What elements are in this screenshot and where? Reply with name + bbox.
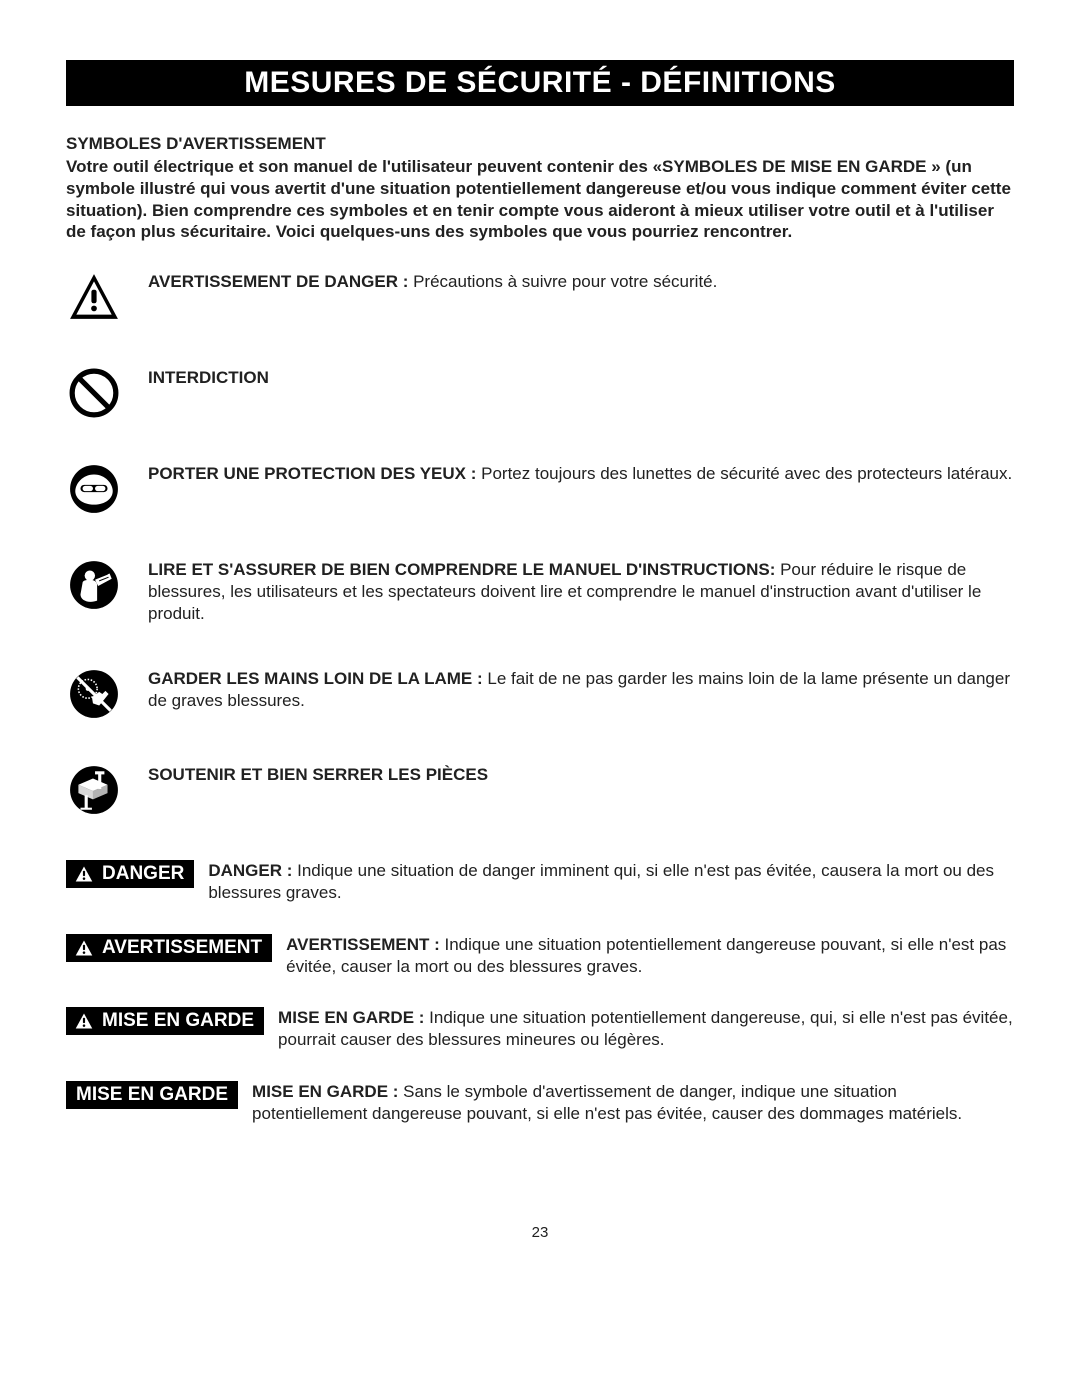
symbol-lead: GARDER LES MAINS LOIN DE LA LAME : — [148, 669, 483, 688]
symbol-lead: LIRE ET S'ASSURER DE BIEN COMPRENDRE LE … — [148, 560, 775, 579]
read-manual-icon — [66, 559, 122, 611]
warning-triangle-small-icon — [74, 865, 94, 883]
badge-label: AVERTISSEMENT — [102, 937, 262, 959]
symbol-row-eye-protection: PORTER UNE PROTECTION DES YEUX : Portez … — [66, 463, 1014, 515]
warning-triangle-small-icon — [74, 1012, 94, 1030]
callout-row-caution-icon: MISE EN GARDE MISE EN GARDE : Indique un… — [66, 1007, 1014, 1051]
callout-lead: DANGER : — [208, 861, 292, 880]
badge-label: DANGER — [102, 863, 184, 885]
callout-row-caution-noicon: MISE EN GARDE MISE EN GARDE : Sans le sy… — [66, 1081, 1014, 1125]
symbol-text: SOUTENIR ET BIEN SERRER LES PIÈCES — [148, 764, 488, 786]
callout-text: DANGER : Indique une situation de danger… — [208, 860, 1014, 904]
symbol-lead: PORTER UNE PROTECTION DES YEUX : — [148, 464, 476, 483]
symbol-text: INTERDICTION — [148, 367, 269, 389]
symbol-row-read-manual: LIRE ET S'ASSURER DE BIEN COMPRENDRE LE … — [66, 559, 1014, 624]
symbol-lead: AVERTISSEMENT DE DANGER : — [148, 272, 408, 291]
callout-body: Indique une situation de danger imminent… — [208, 861, 994, 902]
callout-text: MISE EN GARDE : Indique une situation po… — [278, 1007, 1014, 1051]
symbol-lead: INTERDICTION — [148, 368, 269, 387]
callout-row-danger: DANGER DANGER : Indique une situation de… — [66, 860, 1014, 904]
symbol-row-hands-away: GARDER LES MAINS LOIN DE LA LAME : Le fa… — [66, 668, 1014, 720]
symbol-body: Précautions à suivre pour votre sécurité… — [408, 272, 717, 291]
symbol-text: GARDER LES MAINS LOIN DE LA LAME : Le fa… — [148, 668, 1014, 712]
intro-body: Votre outil électrique et son manuel de … — [66, 156, 1014, 243]
symbol-text: LIRE ET S'ASSURER DE BIEN COMPRENDRE LE … — [148, 559, 1014, 624]
callout-lead: AVERTISSEMENT : — [286, 935, 440, 954]
page-number: 23 — [66, 1224, 1014, 1241]
callout-row-warning: AVERTISSEMENT AVERTISSEMENT : Indique un… — [66, 934, 1014, 978]
intro-block: SYMBOLES D'AVERTISSEMENT Votre outil éle… — [66, 134, 1014, 243]
page-title-bar: MESURES DE SÉCURITÉ - DÉFINITIONS — [66, 60, 1014, 106]
caution-badge: MISE EN GARDE — [66, 1007, 264, 1035]
symbol-row-danger-warning: AVERTISSEMENT DE DANGER : Précautions à … — [66, 271, 1014, 323]
symbol-body: Portez toujours des lunettes de sécurité… — [476, 464, 1012, 483]
intro-heading: SYMBOLES D'AVERTISSEMENT — [66, 134, 1014, 154]
eye-protection-icon — [66, 463, 122, 515]
warning-badge: AVERTISSEMENT — [66, 934, 272, 962]
callout-text: AVERTISSEMENT : Indique une situation po… — [286, 934, 1014, 978]
hands-away-blade-icon — [66, 668, 122, 720]
caution-badge-noicon: MISE EN GARDE — [66, 1081, 238, 1109]
prohibition-icon — [66, 367, 122, 419]
callout-lead: MISE EN GARDE : — [252, 1082, 398, 1101]
symbol-text: AVERTISSEMENT DE DANGER : Précautions à … — [148, 271, 717, 293]
symbol-text: PORTER UNE PROTECTION DES YEUX : Portez … — [148, 463, 1012, 485]
danger-badge: DANGER — [66, 860, 194, 888]
symbol-row-prohibition: INTERDICTION — [66, 367, 1014, 419]
symbol-lead: SOUTENIR ET BIEN SERRER LES PIÈCES — [148, 765, 488, 784]
callout-lead: MISE EN GARDE : — [278, 1008, 424, 1027]
clamp-workpiece-icon — [66, 764, 122, 816]
warning-triangle-icon — [66, 271, 122, 323]
symbol-row-clamp: SOUTENIR ET BIEN SERRER LES PIÈCES — [66, 764, 1014, 816]
callout-text: MISE EN GARDE : Sans le symbole d'averti… — [252, 1081, 1014, 1125]
warning-triangle-small-icon — [74, 939, 94, 957]
badge-label: MISE EN GARDE — [76, 1084, 228, 1106]
badge-label: MISE EN GARDE — [102, 1010, 254, 1032]
